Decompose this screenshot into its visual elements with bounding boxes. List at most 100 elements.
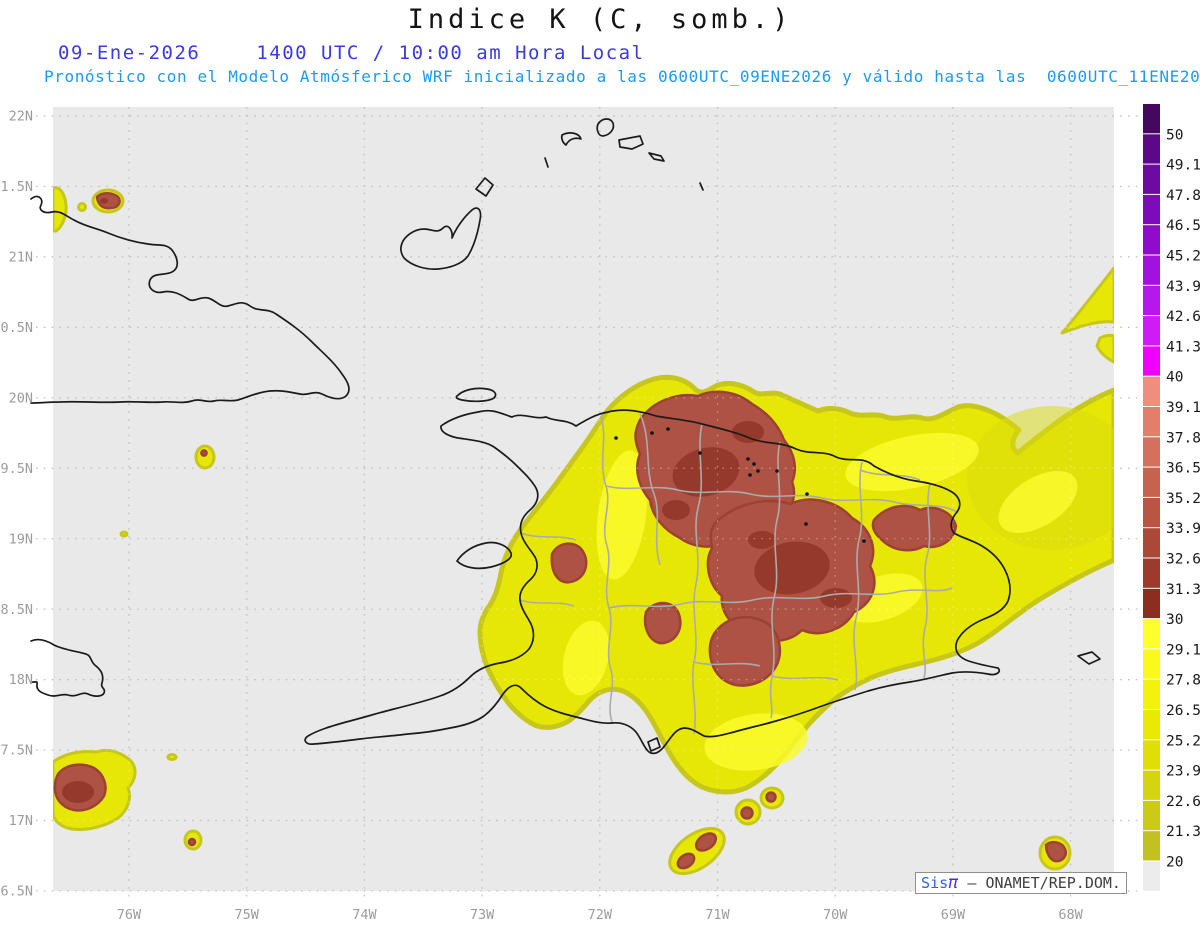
island-beata	[647, 737, 661, 752]
lon-axis-label: 71W	[705, 907, 730, 923]
coastlines	[30, 118, 1101, 755]
province-borders	[519, 413, 958, 735]
colorbar-label: 50	[1166, 127, 1183, 143]
colorbar-label: 40	[1166, 370, 1183, 386]
branding-sis: Sis	[921, 874, 949, 892]
colorbar-label: 26.5	[1166, 703, 1200, 719]
colorbar-segment	[1143, 649, 1160, 679]
colorbar-label: 43.9	[1166, 279, 1200, 295]
colorbar: 50 49.1 47.8 46.5 45.2 43.9 42.6 41.3 40 39.1 37.8…	[1143, 104, 1200, 891]
coastline-cuba	[30, 195, 350, 404]
colorbar-label: 45.2	[1166, 249, 1200, 265]
lon-axis-label: 72W	[588, 907, 613, 923]
colorbar-segment	[1143, 407, 1160, 437]
island-saona	[1077, 651, 1101, 665]
colorbar-label: 49.1	[1166, 158, 1200, 174]
lon-axis-label: 76W	[117, 907, 142, 923]
lat-axis-label: 19N	[9, 531, 33, 547]
lon-axis-label: 74W	[352, 907, 377, 923]
island-tick-2	[699, 182, 704, 191]
island-little-inagua	[475, 177, 494, 197]
colorbar-segment	[1143, 376, 1160, 406]
k-index-bright-patches	[562, 432, 1078, 771]
colorbar-segment	[1143, 679, 1160, 709]
coastline-jamaica	[30, 638, 106, 697]
colorbar-segment	[1143, 467, 1160, 497]
colorbar-label: 37.8	[1166, 430, 1200, 446]
colorbar-segment	[1143, 104, 1160, 134]
colorbar-label: 39.1	[1166, 400, 1200, 416]
colorbar-segment	[1143, 740, 1160, 770]
lon-axis-label: 73W	[470, 907, 495, 923]
colorbar-label: 27.8	[1166, 673, 1200, 689]
page-title: Indice K (C, somb.)	[407, 4, 793, 35]
colorbar-label: 41.3	[1166, 339, 1200, 355]
lat-axis-label: 17N	[9, 813, 33, 829]
colorbar-label: 20	[1166, 855, 1183, 871]
k-index-shading	[53, 186, 1114, 891]
lon-axis-label: 69W	[941, 907, 966, 923]
model-subtitle: Pronóstico con el Modelo Atmósferico WRF…	[44, 67, 1200, 86]
colorbar-segment	[1143, 619, 1160, 649]
colorbar-segment	[1143, 800, 1160, 831]
island-caicos-1	[596, 118, 615, 137]
island-caicos-3	[648, 152, 665, 162]
colorbar-label: 29.1	[1166, 642, 1200, 658]
lat-axis-label: 0.5N	[0, 320, 33, 336]
lat-axis-label: 6.5N	[0, 884, 33, 900]
k-index-dark-red-spots	[62, 198, 852, 803]
colorbar-label: 42.6	[1166, 309, 1200, 325]
island-tick-1	[544, 157, 549, 168]
island-mayaguana	[560, 132, 582, 146]
colorbar-label: 23.9	[1166, 764, 1200, 780]
lat-axis-label: 7.5N	[0, 743, 33, 759]
lat-axis-label: 8.5N	[0, 602, 33, 618]
forecast-time: 1400 UTC / 10:00 am Hora Local	[256, 42, 645, 64]
colorbar-segment	[1143, 316, 1160, 346]
lat-axis: 22N 1.5N 21N 0.5N 20N 9.5N 19N 8.5N 18N 7.5N 17N 6.…	[0, 109, 33, 900]
colorbar-label: 46.5	[1166, 218, 1200, 234]
island-great-inagua	[400, 207, 482, 270]
lon-axis-label: 70W	[823, 907, 848, 923]
lon-axis-label: 68W	[1058, 907, 1083, 923]
colorbar-label: 35.2	[1166, 491, 1200, 507]
colorbar-segment	[1143, 164, 1160, 194]
island-tortuga	[455, 387, 497, 403]
colorbar-segment	[1143, 497, 1160, 528]
colorbar-segment	[1143, 285, 1160, 316]
branding-box: Sis π – ONAMET/REP.DOM.	[915, 872, 1127, 894]
colorbar-segment	[1143, 346, 1160, 376]
colorbar-segment	[1143, 225, 1160, 255]
branding-pi-icon: π	[948, 872, 959, 893]
colorbar-segment	[1143, 255, 1160, 285]
coastline-hispaniola	[304, 409, 1011, 755]
colorbar-segment	[1143, 194, 1160, 225]
island-caicos-2	[618, 135, 644, 150]
colorbar-label: 22.6	[1166, 794, 1200, 810]
colorbar-label: 30	[1166, 612, 1183, 628]
colorbar-label: 31.3	[1166, 582, 1200, 598]
lat-axis-label: 22N	[9, 109, 33, 125]
colorbar-label: 32.6	[1166, 552, 1200, 568]
colorbar-segment	[1143, 134, 1160, 164]
datetime-line: 09-Ene-2026 1400 UTC / 10:00 am Hora Loc…	[58, 42, 645, 64]
lon-axis-label: 75W	[235, 907, 260, 923]
forecast-date: 09-Ene-2026	[58, 42, 201, 64]
lat-axis-label: 1.5N	[0, 179, 33, 195]
colorbar-segment	[1143, 528, 1160, 558]
colorbar-segment	[1143, 770, 1160, 800]
colorbar-segment	[1143, 861, 1160, 891]
colorbar-segment	[1143, 710, 1160, 740]
colorbar-label: 36.5	[1166, 461, 1200, 477]
branding-org: – ONAMET/REP.DOM.	[958, 874, 1121, 892]
colorbar-segment	[1143, 588, 1160, 619]
colorbar-label: 33.9	[1166, 521, 1200, 537]
colorbar-label: 47.8	[1166, 188, 1200, 204]
lat-axis-label: 18N	[9, 672, 33, 688]
island-gonave	[456, 541, 513, 570]
station-dots	[614, 427, 866, 543]
lat-axis-label: 9.5N	[0, 461, 33, 477]
colorbar-label: 21.3	[1166, 824, 1200, 840]
